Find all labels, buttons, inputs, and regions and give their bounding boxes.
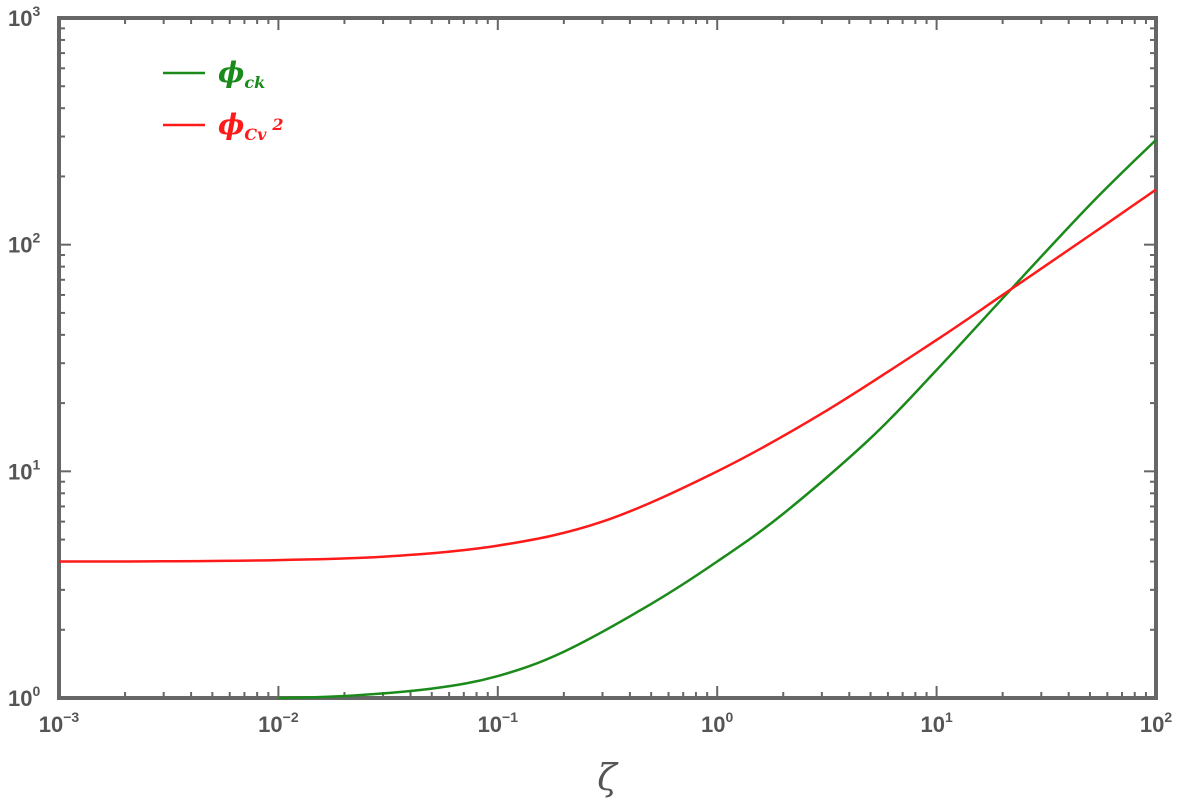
series-line-1: [58, 188, 1157, 563]
legend: ϕck ϕCv2: [163, 56, 284, 144]
series-line-0: [278, 138, 1157, 700]
x-tick-label: 10−2: [258, 709, 299, 737]
axis-ticks: [58, 18, 1156, 699]
x-tick-label: 101: [920, 709, 952, 737]
y-tick-label: 103: [8, 3, 40, 31]
legend-label: ϕCv2: [218, 108, 284, 144]
series-group: [58, 138, 1157, 700]
y-tick-label: 102: [8, 230, 40, 258]
x-tick-label: 102: [1140, 709, 1172, 737]
x-axis-label: ζ: [597, 758, 619, 799]
y-tick-label: 101: [8, 456, 40, 484]
tick-labels: 10−3 10−2 10−1 100 101 102 100 101 102 103: [8, 3, 1172, 737]
plot-frame: [57, 16, 1158, 700]
x-tick-label: 10−3: [39, 709, 80, 737]
y-tick-label: 100: [8, 683, 40, 711]
legend-label: ϕck: [218, 56, 265, 92]
x-tick-label: 100: [701, 709, 733, 737]
x-tick-label: 10−1: [478, 709, 519, 737]
